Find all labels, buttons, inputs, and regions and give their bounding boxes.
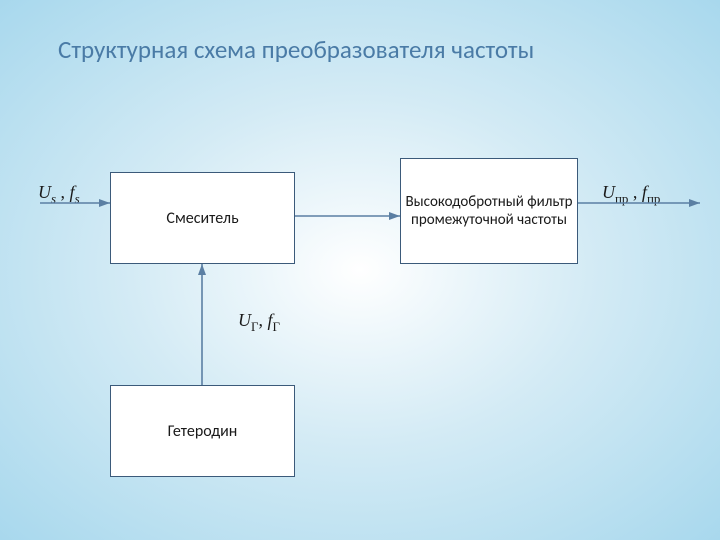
block-filter-label: Высокодобротный фильтр промежуточной час… xyxy=(405,193,573,229)
block-mixer: Смеситель xyxy=(110,172,295,264)
arrowhead-mixer-to-filter xyxy=(389,212,400,220)
arrows-layer xyxy=(0,0,720,540)
signal-output: Uпр , fпр xyxy=(602,182,660,207)
arrowhead-filter-to-out xyxy=(689,199,700,207)
sig-het-Usub: Г xyxy=(251,319,259,334)
sig-in-f: f xyxy=(70,182,75,202)
sig-in-U: U xyxy=(38,182,51,202)
sig-out-U: U xyxy=(602,182,615,202)
block-filter: Высокодобротный фильтр промежуточной час… xyxy=(400,158,578,264)
arrowhead-in-to-mixer xyxy=(99,199,110,207)
block-heterodyne: Гетеродин xyxy=(110,385,295,477)
sig-out-Usub: пр xyxy=(615,191,628,206)
diagram-title: Структурная схема преобразователя частот… xyxy=(58,34,534,65)
block-heterodyne-label: Гетеродин xyxy=(168,422,238,441)
block-mixer-label: Смеситель xyxy=(166,209,238,228)
sig-het-fsub: Г xyxy=(273,319,281,334)
sig-het-U: U xyxy=(238,310,251,330)
sig-in-fsub: s xyxy=(75,191,80,206)
sig-in-Usub: s xyxy=(51,191,56,206)
sig-het-f: f xyxy=(268,310,273,330)
arrowhead-het-to-mixer xyxy=(198,264,206,275)
sig-out-fsub: пр xyxy=(647,191,660,206)
signal-heterodyne: UГ, fГ xyxy=(238,310,280,335)
signal-input: Us , fs xyxy=(38,182,80,207)
